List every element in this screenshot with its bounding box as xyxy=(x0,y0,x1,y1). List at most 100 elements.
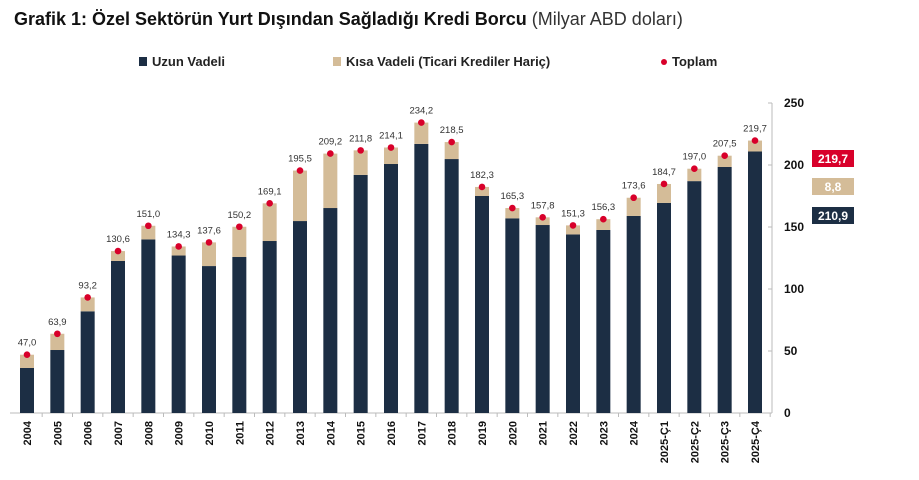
toplam-point xyxy=(418,119,425,126)
bar-uzun-vadeli xyxy=(717,166,732,413)
x-tick-label: 2014 xyxy=(325,420,337,445)
data-label: 195,5 xyxy=(288,154,312,165)
data-label: 63,9 xyxy=(48,317,67,328)
bar-kisa-vadeli xyxy=(80,297,95,312)
bar-kisa-vadeli xyxy=(20,354,34,368)
bar-kisa-vadeli xyxy=(323,153,338,209)
toplam-point xyxy=(205,239,213,246)
last-value-text: 8,8 xyxy=(825,180,842,194)
bar-uzun-vadeli xyxy=(50,350,65,413)
bar-uzun-vadeli xyxy=(141,239,156,413)
data-label: 219,7 xyxy=(743,124,767,135)
bar-kisa-vadeli xyxy=(444,142,459,160)
bar-kisa-vadeli xyxy=(626,197,641,216)
bar-uzun-vadeli xyxy=(232,257,247,413)
x-tick-label: 2025-Ç1 xyxy=(659,421,671,463)
last-value-box xyxy=(812,207,854,224)
x-tick-label: 2013 xyxy=(295,421,307,445)
bar-kisa-vadeli xyxy=(414,122,429,144)
data-label: 197,0 xyxy=(682,152,706,163)
x-tick-label: 2008 xyxy=(143,421,155,445)
x-tick-label: 2004 xyxy=(22,420,34,445)
toplam-point xyxy=(114,247,122,255)
bar-uzun-vadeli xyxy=(202,266,216,413)
toplam-point xyxy=(751,137,759,144)
toplam-point xyxy=(630,194,637,202)
bar-uzun-vadeli xyxy=(414,143,429,414)
x-tick-label: 2020 xyxy=(507,421,519,445)
bar-kisa-vadeli xyxy=(141,225,156,240)
data-label: 165,3 xyxy=(500,191,524,202)
bar-kisa-vadeli xyxy=(111,251,125,261)
bar-uzun-vadeli xyxy=(444,159,459,413)
bar-uzun-vadeli xyxy=(20,367,34,413)
x-tick-label: 2012 xyxy=(265,421,277,445)
data-label: 151,3 xyxy=(561,208,585,219)
toplam-point xyxy=(327,150,334,157)
toplam-point xyxy=(357,147,364,154)
bar-kisa-vadeli xyxy=(293,170,307,222)
x-tick-label: 2007 xyxy=(113,421,125,445)
bar-kisa-vadeli xyxy=(353,150,368,175)
bar-kisa-vadeli xyxy=(596,219,611,230)
y-tick-label: 100 xyxy=(784,282,804,296)
x-tick-label: 2015 xyxy=(356,421,368,445)
y-tick-label: 200 xyxy=(784,158,804,172)
data-label: 93,2 xyxy=(78,280,97,291)
x-tick-label: 2005 xyxy=(52,421,64,445)
last-value-text: 210,9 xyxy=(818,209,848,223)
bar-kisa-vadeli xyxy=(171,246,186,256)
data-label: 169,1 xyxy=(258,186,282,197)
x-tick-label: 2021 xyxy=(538,421,550,445)
bar-kisa-vadeli xyxy=(262,203,277,242)
bar-kisa-vadeli xyxy=(687,168,702,182)
x-tick-label: 2022 xyxy=(568,421,580,445)
toplam-point xyxy=(23,351,31,359)
data-label: 150,2 xyxy=(227,210,251,221)
bar-uzun-vadeli xyxy=(475,196,489,413)
data-label: 156,3 xyxy=(591,202,615,213)
bar-uzun-vadeli xyxy=(687,181,702,413)
toplam-point xyxy=(691,165,698,173)
data-label: 130,6 xyxy=(106,234,130,245)
x-tick-label: 2025-Ç4 xyxy=(750,420,762,463)
bar-kisa-vadeli xyxy=(717,155,732,167)
bar-kisa-vadeli xyxy=(475,186,489,196)
last-value-box xyxy=(812,178,854,195)
toplam-point xyxy=(660,180,668,188)
x-tick-label: 2025-Ç3 xyxy=(720,421,732,463)
toplam-point xyxy=(266,200,273,207)
y-tick-label: 150 xyxy=(784,220,804,234)
y-tick-label: 0 xyxy=(784,406,791,420)
bar-uzun-vadeli xyxy=(535,225,550,413)
data-label: 209,2 xyxy=(318,137,342,148)
data-label: 214,1 xyxy=(379,131,403,142)
toplam-point xyxy=(721,152,728,159)
bar-uzun-vadeli xyxy=(262,241,277,413)
bar-uzun-vadeli xyxy=(80,311,95,413)
toplam-point xyxy=(236,223,243,231)
bar-uzun-vadeli xyxy=(505,218,520,413)
toplam-point xyxy=(509,204,516,212)
bar-uzun-vadeli xyxy=(566,234,580,413)
bar-kisa-vadeli xyxy=(657,183,671,203)
x-tick-label: 2018 xyxy=(447,421,459,445)
x-tick-label: 2006 xyxy=(83,421,95,445)
x-tick-label: 2016 xyxy=(386,421,398,445)
data-label: 137,6 xyxy=(197,225,221,236)
bar-uzun-vadeli xyxy=(596,229,611,413)
toplam-point xyxy=(296,167,304,174)
bar-kisa-vadeli xyxy=(566,225,580,235)
y-tick-label: 250 xyxy=(784,96,804,110)
toplam-point xyxy=(569,222,577,229)
toplam-point xyxy=(539,214,546,221)
bar-uzun-vadeli xyxy=(293,221,307,413)
bar-kisa-vadeli xyxy=(535,217,550,226)
x-tick-label: 2023 xyxy=(598,421,610,445)
last-value-box xyxy=(812,150,854,167)
bar-kisa-vadeli xyxy=(505,208,520,219)
toplam-point xyxy=(448,138,455,146)
toplam-point xyxy=(54,330,61,338)
bar-uzun-vadeli xyxy=(111,260,125,413)
